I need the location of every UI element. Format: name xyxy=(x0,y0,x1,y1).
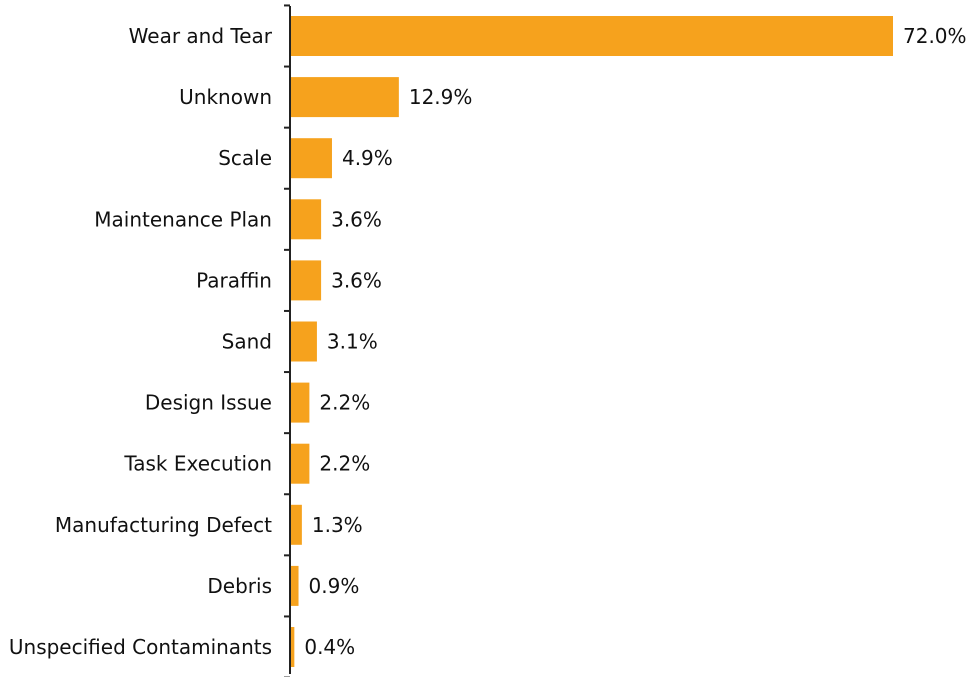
category-label: Paraffin xyxy=(196,268,272,292)
value-label: 4.9% xyxy=(342,146,393,170)
value-label: 3.6% xyxy=(331,268,382,292)
bar xyxy=(291,260,322,301)
category-label: Scale xyxy=(218,146,272,170)
bar xyxy=(291,627,295,667)
value-label: 0.9% xyxy=(309,574,360,598)
bar xyxy=(291,138,332,179)
category-label: Unknown xyxy=(179,85,272,109)
category-label: Task Execution xyxy=(123,452,272,476)
bar xyxy=(291,77,399,118)
bar xyxy=(291,16,893,56)
value-label: 12.9% xyxy=(409,85,473,109)
category-label: Wear and Tear xyxy=(129,24,273,48)
category-labels-layer: Wear and Tear Unknown Scale Maintenance Pla… xyxy=(9,24,273,659)
bar xyxy=(291,382,310,423)
value-label: 3.6% xyxy=(331,207,382,231)
bar xyxy=(291,321,317,362)
value-label: 2.2% xyxy=(319,391,370,415)
category-label: Maintenance Plan xyxy=(94,207,272,231)
category-label: Unspecified Contaminants xyxy=(9,635,272,659)
category-label: Debris xyxy=(207,574,272,598)
y-axis xyxy=(284,4,291,677)
category-label: Manufacturing Defect xyxy=(55,513,272,537)
bar xyxy=(291,443,310,484)
value-label: 2.2% xyxy=(319,452,370,476)
category-label: Sand xyxy=(222,330,272,354)
bar xyxy=(291,565,299,606)
category-label: Design Issue xyxy=(145,391,272,415)
bars-layer xyxy=(291,16,893,667)
value-labels-layer: 72.0% 12.9% 4.9% 3.6% 3.6% 3.1% 2.2% 2.2% 1.3% 0.… xyxy=(304,24,966,659)
value-label: 1.3% xyxy=(312,513,363,537)
bar xyxy=(291,199,322,240)
bar xyxy=(291,504,302,545)
value-label: 3.1% xyxy=(327,330,378,354)
value-label: 72.0% xyxy=(903,24,967,48)
value-label: 0.4% xyxy=(304,635,355,659)
